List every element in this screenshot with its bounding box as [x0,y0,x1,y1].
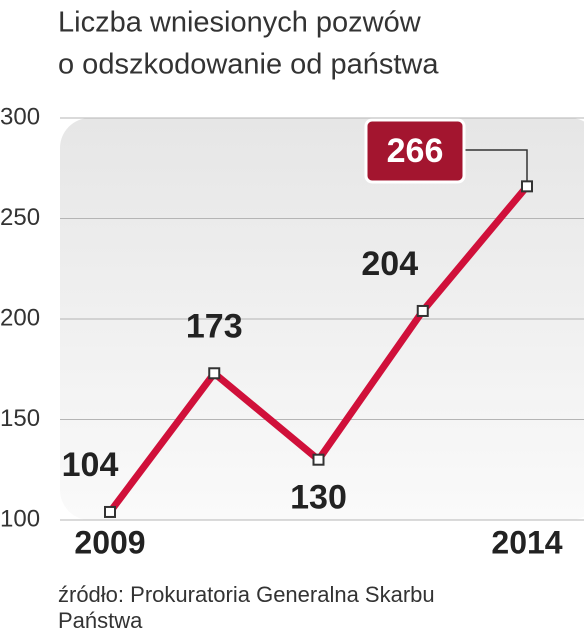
y-tick-label: 100 [0,505,40,532]
connector [462,149,528,187]
chart-title: Liczba wniesionych pozwów [58,7,422,39]
point [208,367,221,380]
value-label: 130 [290,479,347,517]
y-tick-label: 150 [0,405,40,432]
source: źródło: Prokuratoria Generalna Skarbu [58,582,435,607]
y-tick-label: 300 [0,103,40,130]
point [416,304,429,317]
x-tick-label: 2009 [74,524,145,560]
point [521,180,533,193]
value-label: 104 [62,446,119,484]
point [104,505,116,518]
chart-title: o odszkodowanie od państwa [58,49,439,81]
point [312,453,325,466]
x-tick-label: 2014 [491,524,562,560]
highlight-box [364,118,466,184]
y-tick-label: 200 [0,304,40,331]
source: Państwa [58,608,143,633]
value-label: 204 [361,245,418,283]
value-label: 266 [387,132,444,170]
y-tick-label: 250 [0,204,40,231]
value-label: 173 [186,307,243,345]
